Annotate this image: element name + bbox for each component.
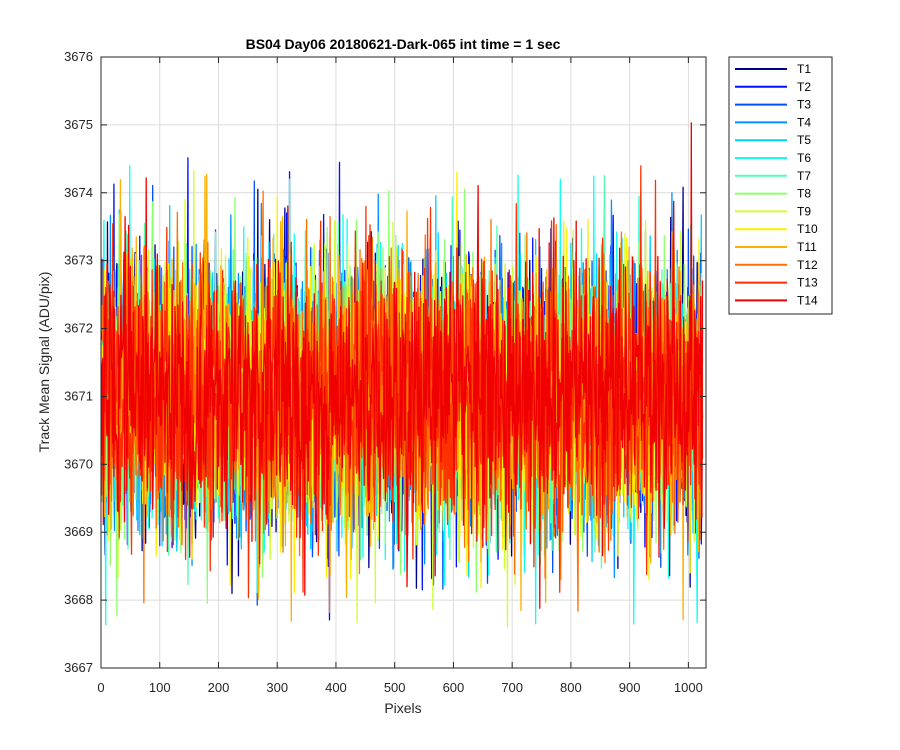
y-tick-label: 3670 [64,456,93,471]
legend-label-t14: T14 [797,293,818,307]
x-tick-label: 800 [560,680,582,695]
x-tick-label: 100 [149,680,171,695]
legend-label-t4: T4 [797,115,811,129]
x-tick-label: 200 [208,680,230,695]
x-tick-label: 900 [619,680,641,695]
legend-entries: T1 T2 T3 T4 T5 T6 T7 T8 T9 T10 T11 T12 T13 T14 [735,62,818,307]
legend-label-t1: T1 [797,62,811,76]
legend-label-t8: T8 [797,187,811,201]
plot-frame [100,56,707,669]
x-tick-label: 300 [266,680,288,695]
legend[interactable]: T1 T2 T3 T4 T5 T6 T7 T8 T9 T10 T11 T12 T13 T14 [728,56,833,315]
legend-label-t12: T12 [797,258,818,272]
y-tick-label: 3671 [64,388,93,403]
x-tick-label: 700 [501,680,523,695]
y-tick-label: 3669 [64,524,93,539]
y-tick-label: 3673 [64,253,93,268]
y-tick-label: 3672 [64,321,93,336]
legend-label-t2: T2 [797,80,811,94]
legend-label-t5: T5 [797,133,811,147]
series-lines [101,122,704,628]
x-tick-label: 400 [325,680,347,695]
y-tick-label: 3667 [64,660,93,675]
x-tick-label: 600 [443,680,465,695]
legend-label-t3: T3 [797,98,811,112]
x-tick-label: 500 [384,680,406,695]
legend-label-t11: T11 [797,240,817,254]
legend-label-t9: T9 [797,204,811,218]
legend-label-t7: T7 [797,169,811,183]
x-axis-title: Pixels [384,700,421,716]
y-axis-title: Track Mean Signal (ADU/pix) [36,272,52,453]
series-line-t14 [101,122,704,609]
y-tick-label: 3675 [64,117,93,132]
axis-ticks: 0 100 200 300 400 500 600 700 800 900 1000 3667 3668… [64,49,706,695]
legend-label-t10: T10 [797,222,818,236]
legend-box [728,56,833,315]
y-tick-label: 3676 [64,49,93,64]
x-tick-label: 1000 [674,680,703,695]
y-tick-label: 3668 [64,592,93,607]
legend-label-t13: T13 [797,276,818,290]
legend-label-t6: T6 [797,151,811,165]
x-tick-label: 0 [97,680,104,695]
chart-title: BS04 Day06 20180621-Dark-065 int time = … [246,36,561,52]
plot-axes: 0 100 200 300 400 500 600 700 800 900 1000 3667 3668… [64,49,707,695]
y-tick-label: 3674 [64,185,93,200]
